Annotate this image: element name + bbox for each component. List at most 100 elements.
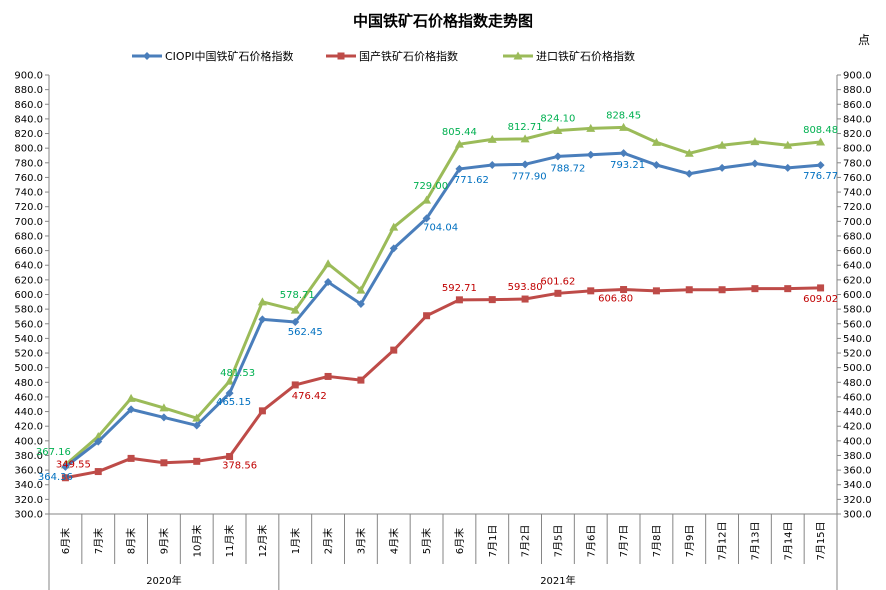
data-label: 793.21: [610, 160, 645, 171]
x-tick-label: 7月9日: [684, 525, 696, 558]
legend-item-2: 进口铁矿石价格指数: [503, 49, 635, 63]
data-labels-0: 364.36 465.15 562.45 704.04 771.62 777.90788.…: [38, 160, 838, 483]
data-point: [160, 459, 168, 467]
data-point: [357, 376, 365, 384]
data-point: [488, 296, 496, 304]
data-point: [324, 278, 333, 287]
data-label: 788.72: [550, 163, 585, 174]
data-point: [192, 421, 201, 430]
left-y-tick-label: 820.0: [14, 129, 43, 140]
right-y-tick-label: 580.0: [843, 305, 872, 316]
data-label: 601.62: [540, 276, 575, 287]
data-point: [816, 137, 826, 146]
left-y-tick-label: 300.0: [14, 510, 43, 521]
x-tick-label: 6月末: [59, 528, 72, 554]
data-point: [225, 376, 235, 385]
data-point: [193, 457, 201, 465]
left-y-tick-label: 400.0: [14, 436, 43, 447]
data-label: 812.71: [508, 122, 543, 133]
x-tick-label: 8月末: [125, 528, 138, 554]
data-label: 476.42: [292, 391, 327, 402]
left-y-tick-label: 620.0: [14, 275, 43, 286]
left-y-tick-label: 340.0: [14, 480, 43, 491]
data-point: [291, 317, 300, 326]
data-point: [587, 287, 595, 295]
left-y-tick-label: 360.0: [14, 466, 43, 477]
x-tick-label: 3月末: [354, 528, 367, 554]
x-tick-label: 7月12日: [717, 521, 729, 560]
data-label: 771.62: [454, 175, 489, 186]
data-point: [61, 462, 70, 471]
left-y-tick-label: 860.0: [14, 100, 43, 111]
x-tick-label: 4月末: [387, 528, 400, 554]
data-point: [750, 159, 759, 168]
data-point: [554, 289, 562, 297]
series-1: [61, 284, 825, 482]
left-y-tick-label: 680.0: [14, 231, 43, 242]
x-tick-label: 7月5日: [552, 525, 564, 558]
data-point: [143, 52, 151, 60]
left-y-tick-label: 380.0: [14, 451, 43, 462]
data-label: 609.02: [803, 294, 838, 305]
data-label: 729.00: [413, 181, 448, 192]
x-tick-label: 7月2日: [520, 525, 532, 558]
data-point: [454, 139, 464, 148]
right-y-tick-label: 300.0: [843, 510, 872, 521]
left-y-tick-label: 420.0: [14, 422, 43, 433]
data-point: [192, 413, 202, 422]
data-point: [619, 149, 628, 158]
data-point: [356, 300, 365, 309]
right-y-axis: 300.0 320.0 340.0 360.0 380.0 400.0 420.0 440.0…: [836, 71, 872, 521]
x-tick-label: 7月14日: [782, 521, 794, 560]
data-point: [619, 122, 629, 131]
right-y-tick-label: 540.0: [843, 334, 872, 345]
x-tick-label: 7月15日: [815, 521, 827, 560]
right-y-tick-label: 760.0: [843, 173, 872, 184]
data-point: [751, 285, 759, 293]
right-y-tick-label: 480.0: [843, 378, 872, 389]
legend-item-1: 国产铁矿石价格指数: [326, 49, 458, 63]
data-label: 777.90: [512, 171, 547, 182]
data-label: 704.04: [423, 222, 458, 233]
left-y-tick-label: 560.0: [14, 319, 43, 330]
left-y-tick-label: 800.0: [14, 144, 43, 155]
data-point: [553, 126, 563, 135]
x-tick-label: 6月末: [453, 528, 466, 554]
right-y-tick-label: 740.0: [843, 188, 872, 199]
x-tick-label: 2月末: [322, 528, 335, 554]
left-y-tick-label: 500.0: [14, 363, 43, 374]
data-point: [94, 468, 102, 476]
left-y-tick-label: 640.0: [14, 261, 43, 272]
data-point: [127, 405, 136, 414]
left-y-tick-label: 740.0: [14, 188, 43, 199]
right-y-tick-label: 620.0: [843, 275, 872, 286]
data-label: 465.15: [216, 397, 251, 408]
group-label: 2021年: [540, 574, 575, 587]
data-point: [324, 372, 332, 380]
data-label: 824.10: [540, 114, 575, 125]
data-point: [784, 285, 792, 293]
right-y-tick-label: 840.0: [843, 114, 872, 125]
data-point: [684, 148, 694, 157]
unit-label: 点: [858, 33, 870, 47]
x-tick-label: 10月末: [190, 525, 203, 558]
data-point: [226, 453, 234, 461]
data-point: [521, 295, 529, 303]
x-tick-label: 1月末: [289, 528, 302, 554]
right-y-tick-label: 700.0: [843, 217, 872, 228]
left-y-tick-label: 760.0: [14, 173, 43, 184]
data-label: 578.71: [280, 290, 315, 301]
data-point: [127, 454, 135, 462]
data-point: [750, 137, 760, 146]
right-y-tick-label: 460.0: [843, 392, 872, 403]
data-point: [487, 134, 497, 143]
data-label: 592.71: [442, 283, 477, 294]
right-y-tick-label: 860.0: [843, 100, 872, 111]
series-line: [64, 125, 821, 466]
right-y-tick-label: 440.0: [843, 407, 872, 418]
data-point: [423, 312, 431, 320]
right-y-tick-label: 360.0: [843, 466, 872, 477]
x-tick-label: 7月8日: [651, 525, 663, 558]
x-tick-label: 7月7日: [618, 525, 630, 558]
